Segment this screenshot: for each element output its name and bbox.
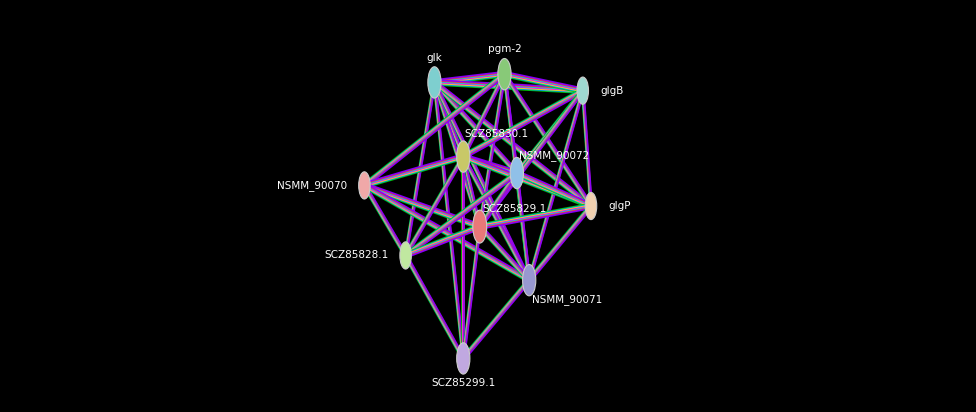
Text: glgP: glgP	[608, 201, 630, 211]
Ellipse shape	[498, 59, 511, 90]
Text: SCZ85830.1: SCZ85830.1	[465, 129, 528, 139]
Text: glk: glk	[427, 53, 442, 63]
Ellipse shape	[522, 265, 536, 296]
Text: NSMM_90072: NSMM_90072	[519, 150, 590, 161]
Ellipse shape	[457, 343, 469, 374]
Text: glgB: glgB	[600, 86, 624, 96]
Ellipse shape	[577, 77, 589, 104]
Ellipse shape	[586, 192, 596, 220]
Ellipse shape	[510, 157, 523, 189]
Ellipse shape	[472, 210, 487, 243]
Text: SCZ85828.1: SCZ85828.1	[324, 250, 388, 260]
Ellipse shape	[427, 67, 441, 98]
Text: SCZ85829.1: SCZ85829.1	[482, 204, 547, 214]
Text: pgm-2: pgm-2	[488, 44, 521, 54]
Text: NSMM_90071: NSMM_90071	[532, 295, 602, 305]
Ellipse shape	[457, 141, 469, 172]
Ellipse shape	[400, 242, 411, 269]
Ellipse shape	[358, 172, 370, 199]
Text: NSMM_90070: NSMM_90070	[277, 180, 347, 191]
Text: SCZ85299.1: SCZ85299.1	[431, 378, 496, 388]
